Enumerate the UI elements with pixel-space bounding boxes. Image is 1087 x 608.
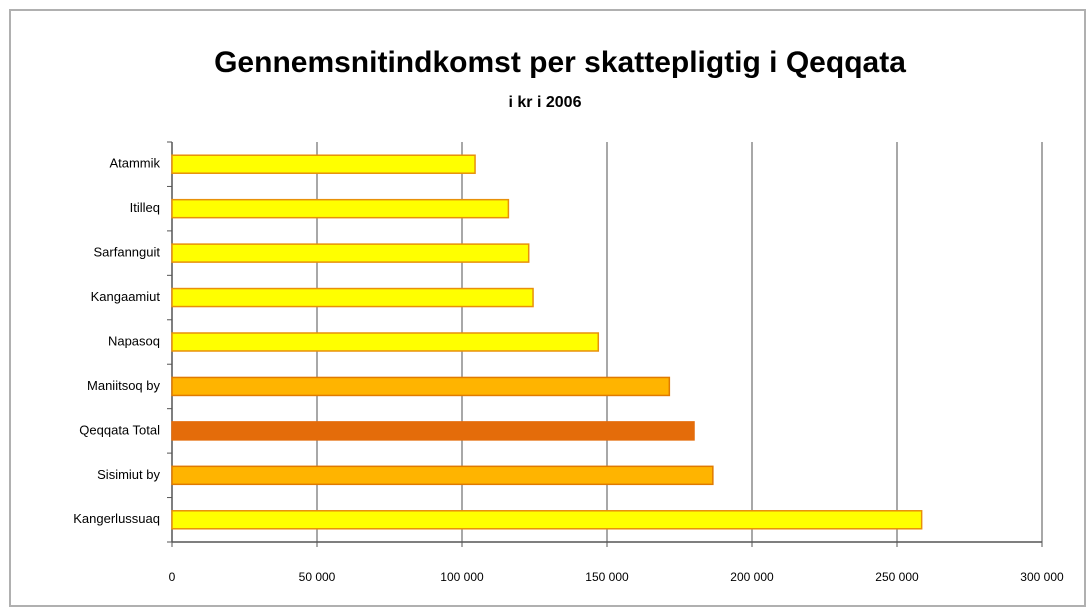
- y-tick-label: Napasoq: [108, 333, 160, 348]
- bar: [171, 243, 530, 263]
- y-tick-label: Atammik: [109, 156, 160, 171]
- bar: [171, 154, 476, 174]
- y-tick-label: Maniitsoq by: [87, 378, 160, 393]
- y-tick-label: Sisimiut by: [97, 467, 160, 482]
- x-tick-label: 250 000: [875, 570, 919, 584]
- y-tick-label: Kangaamiut: [91, 289, 161, 304]
- bar: [171, 376, 671, 397]
- bar: [171, 332, 600, 352]
- y-tick-label: Qeqqata Total: [79, 422, 160, 437]
- y-tick-label: Itilleq: [130, 200, 160, 215]
- x-tick-label: 50 000: [299, 570, 336, 584]
- bar: [171, 198, 510, 219]
- y-tick-label: Kangerlussuaq: [73, 511, 160, 526]
- bar: [171, 421, 695, 441]
- x-tick-label: 0: [169, 570, 176, 584]
- x-tick-label: 300 000: [1020, 570, 1064, 584]
- bar: [171, 465, 714, 486]
- bar: [171, 510, 923, 530]
- chart-subtitle: i kr i 2006: [509, 94, 582, 111]
- chart-title: Gennemsnitindkomst per skattepligtig i Q…: [214, 46, 906, 79]
- x-tick-label: 150 000: [585, 570, 629, 584]
- y-tick-label: Sarfannguit: [94, 245, 161, 260]
- x-tick-label: 100 000: [440, 570, 484, 584]
- bar: [171, 287, 534, 308]
- x-tick-label: 200 000: [730, 570, 774, 584]
- chart-frame: [9, 9, 1086, 607]
